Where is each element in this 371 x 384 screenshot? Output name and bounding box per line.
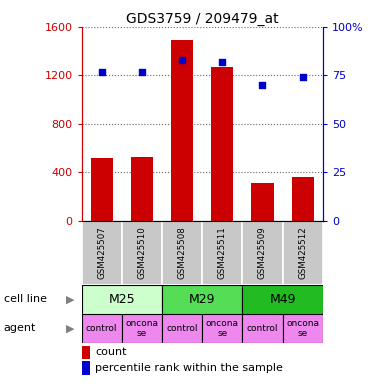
Text: control: control xyxy=(86,324,118,333)
Bar xyxy=(202,221,242,285)
Bar xyxy=(162,314,202,343)
Bar xyxy=(162,285,242,314)
Bar xyxy=(171,40,193,221)
Text: GSM425507: GSM425507 xyxy=(97,227,106,279)
Bar xyxy=(283,221,323,285)
Text: oncona
se: oncona se xyxy=(125,319,158,338)
Bar xyxy=(131,157,153,221)
Text: M29: M29 xyxy=(189,293,216,306)
Text: GSM425509: GSM425509 xyxy=(258,227,267,279)
Text: GSM425512: GSM425512 xyxy=(298,227,307,279)
Bar xyxy=(242,314,283,343)
Text: M49: M49 xyxy=(269,293,296,306)
Bar xyxy=(202,314,242,343)
Bar xyxy=(82,314,122,343)
Text: control: control xyxy=(247,324,278,333)
Text: oncona
se: oncona se xyxy=(286,319,319,338)
Text: oncona
se: oncona se xyxy=(206,319,239,338)
Point xyxy=(300,74,306,80)
Bar xyxy=(82,361,90,375)
Text: ▶: ▶ xyxy=(66,323,75,333)
Point xyxy=(219,59,225,65)
Bar xyxy=(242,285,323,314)
Bar xyxy=(211,67,233,221)
Bar xyxy=(91,158,113,221)
Bar xyxy=(82,346,90,359)
Bar xyxy=(292,177,314,221)
Bar xyxy=(162,221,202,285)
Text: count: count xyxy=(95,347,127,357)
Bar xyxy=(82,285,162,314)
Title: GDS3759 / 209479_at: GDS3759 / 209479_at xyxy=(126,12,279,26)
Point xyxy=(259,82,265,88)
Bar xyxy=(82,221,122,285)
Text: ▶: ▶ xyxy=(66,294,75,304)
Text: GSM425508: GSM425508 xyxy=(178,227,187,279)
Bar xyxy=(122,314,162,343)
Text: GSM425511: GSM425511 xyxy=(218,227,227,279)
Point xyxy=(179,57,185,63)
Bar xyxy=(122,221,162,285)
Text: GSM425510: GSM425510 xyxy=(137,227,147,279)
Text: agent: agent xyxy=(4,323,36,333)
Point xyxy=(99,68,105,74)
Bar xyxy=(283,314,323,343)
Bar xyxy=(252,184,273,221)
Text: percentile rank within the sample: percentile rank within the sample xyxy=(95,363,283,373)
Text: control: control xyxy=(166,324,198,333)
Text: cell line: cell line xyxy=(4,294,47,304)
Text: M25: M25 xyxy=(108,293,135,306)
Bar xyxy=(242,221,283,285)
Point xyxy=(139,68,145,74)
